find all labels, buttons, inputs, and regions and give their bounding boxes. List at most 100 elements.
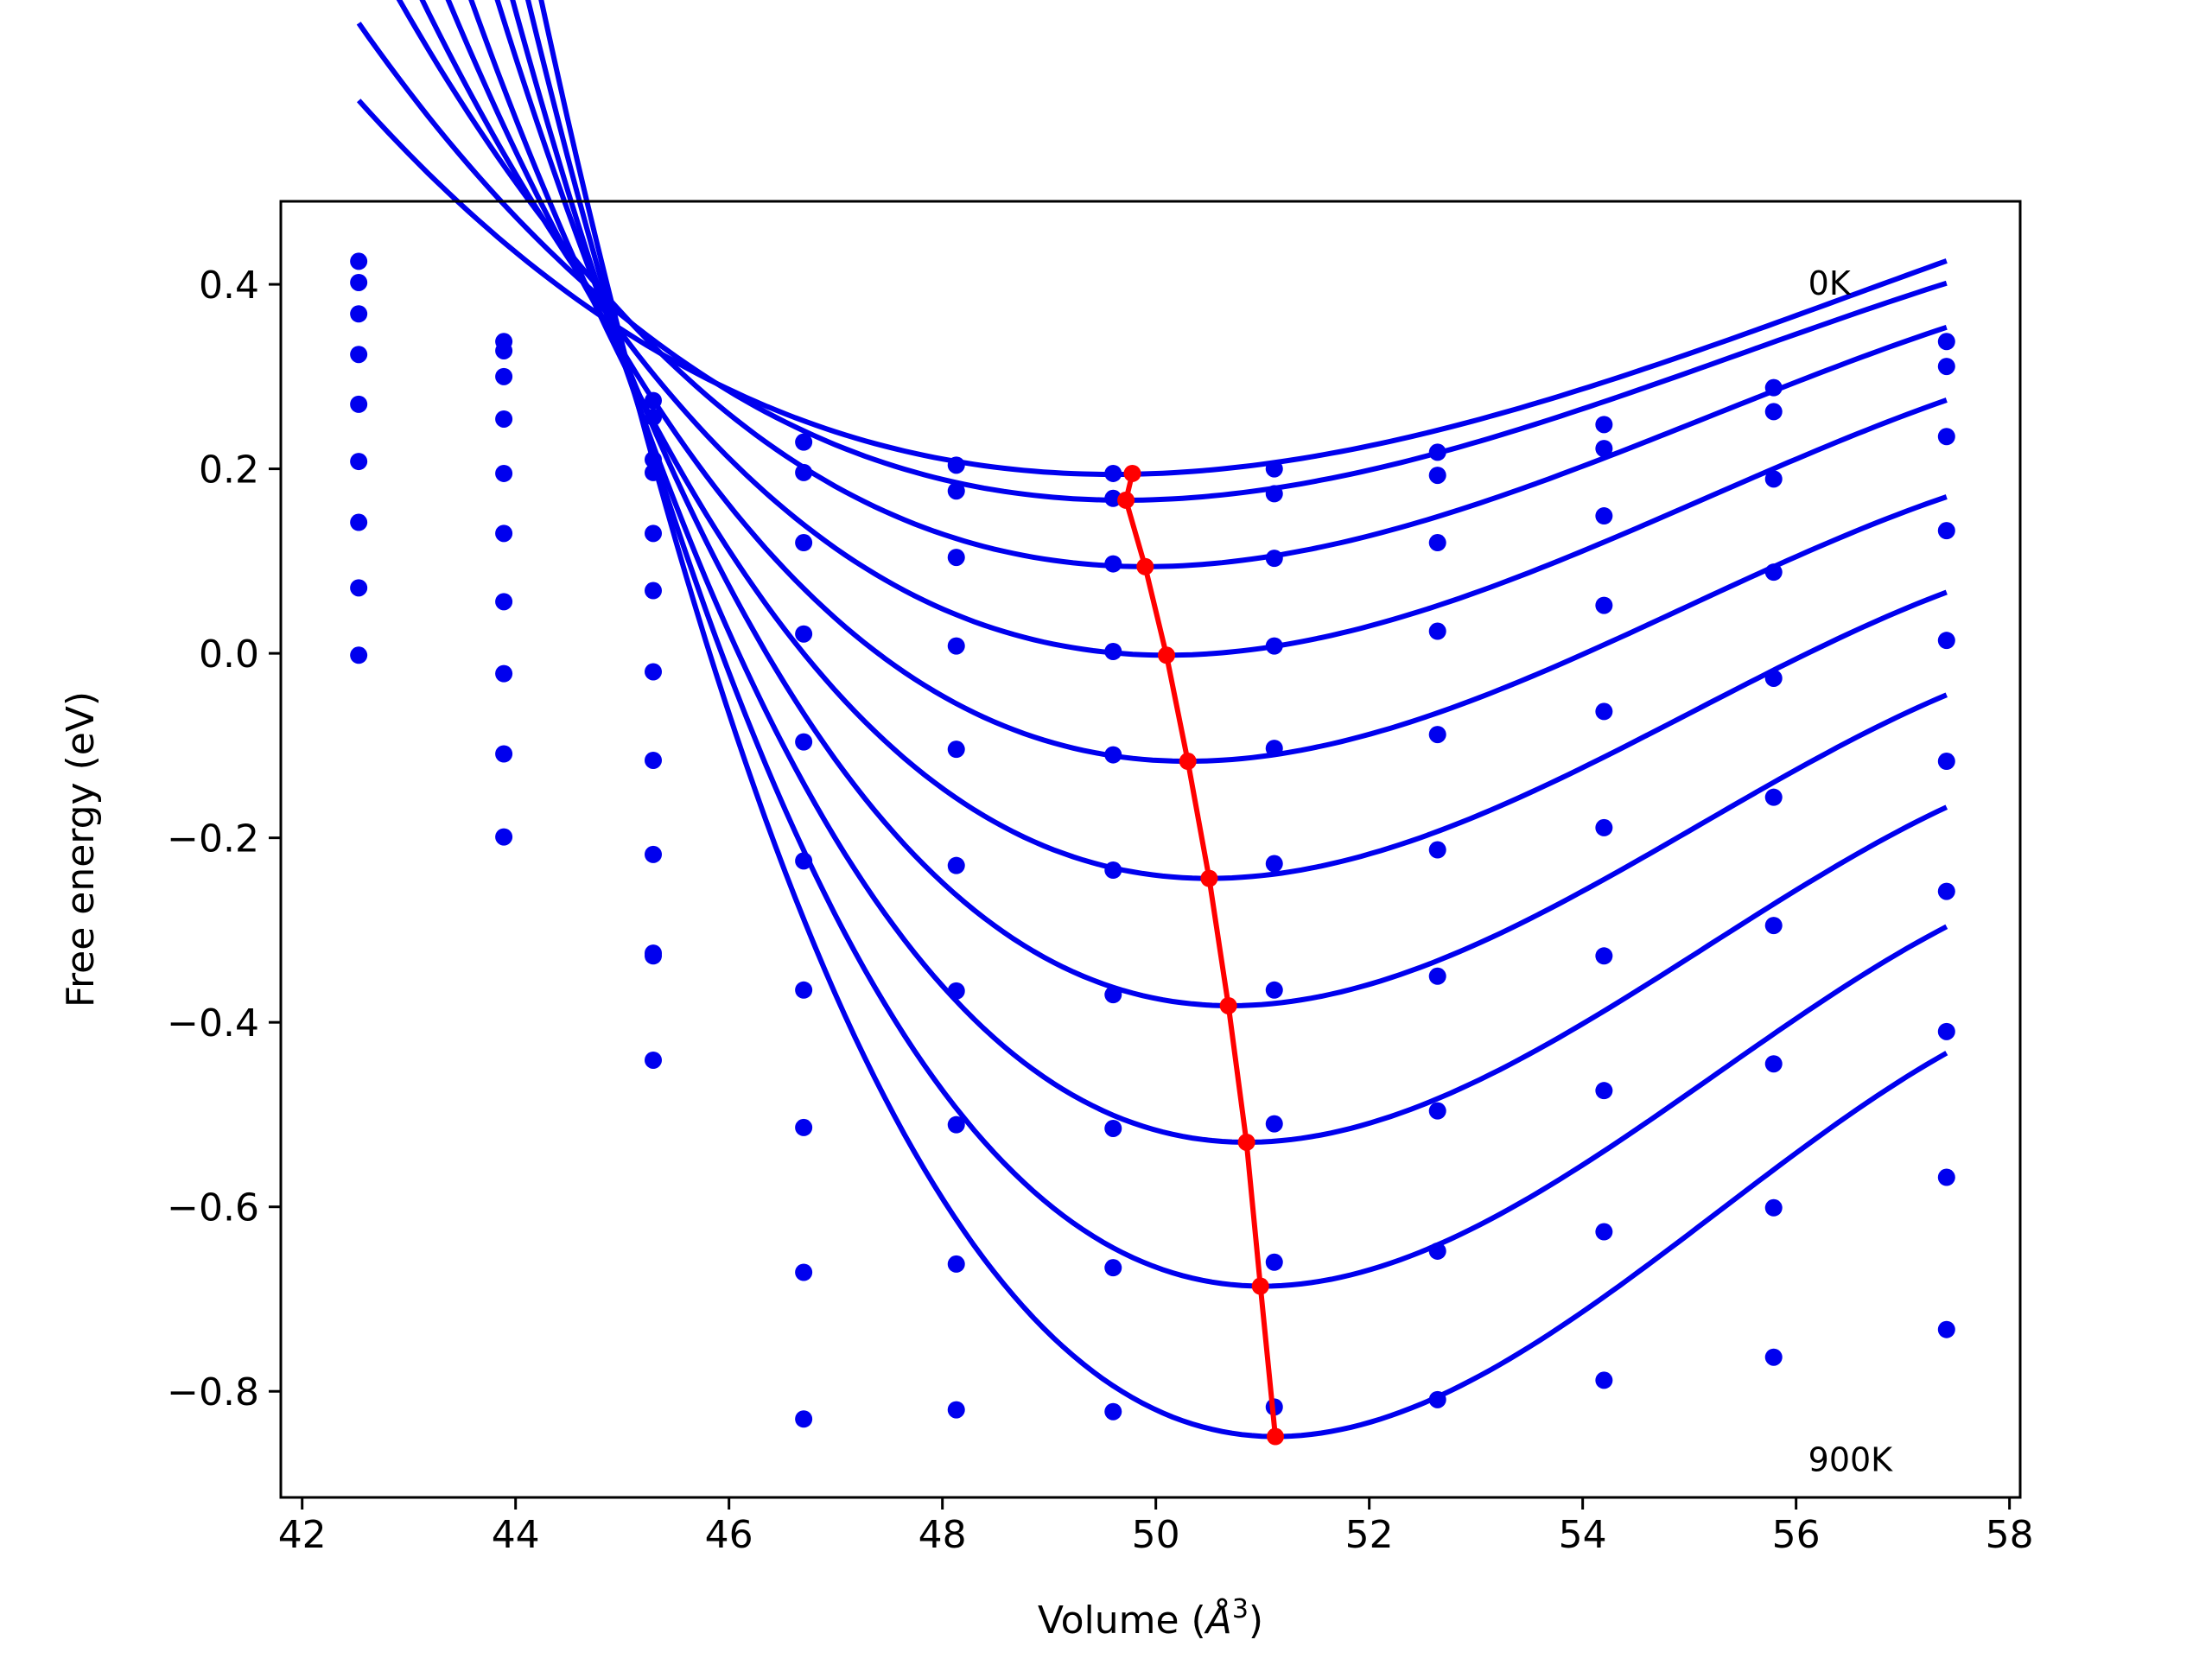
data-point-900K	[1595, 1371, 1613, 1389]
data-point-0K	[1764, 378, 1783, 397]
plot-content	[350, 0, 1955, 1446]
data-point-100K	[1428, 467, 1446, 485]
data-point-800K	[1937, 1168, 1955, 1186]
data-point-700K	[1265, 1115, 1283, 1133]
data-point-400K	[947, 741, 965, 759]
data-point-500K	[1428, 841, 1446, 859]
data-point-0K	[1265, 460, 1283, 478]
curve-annotation: 900K	[1808, 1440, 1894, 1478]
data-point-400K	[1595, 702, 1613, 721]
data-point-900K	[795, 1410, 813, 1428]
data-point-100K	[1595, 440, 1613, 458]
data-point-200K	[1265, 550, 1283, 568]
data-point-300K	[1937, 522, 1955, 540]
data-point-300K	[1104, 642, 1122, 660]
data-point-400K	[795, 733, 813, 751]
data-point-300K	[1428, 622, 1446, 640]
minimum-point-900K	[1266, 1427, 1284, 1446]
data-point-0K	[1428, 443, 1446, 461]
data-point-100K	[645, 408, 663, 426]
data-point-700K	[645, 751, 663, 769]
data-point-200K	[1764, 470, 1783, 488]
data-point-700K	[350, 579, 368, 597]
data-point-200K	[1428, 534, 1446, 552]
x-tick-label: 52	[1345, 1513, 1394, 1557]
fit-curve-900K	[538, 0, 1948, 1440]
data-point-800K	[350, 646, 368, 664]
data-point-400K	[1937, 632, 1955, 650]
data-point-300K	[1595, 596, 1613, 614]
data-point-600K	[1937, 882, 1955, 900]
data-point-700K	[1428, 1102, 1446, 1120]
data-point-300K	[495, 410, 513, 428]
axes-frame	[279, 200, 2022, 1499]
data-point-500K	[947, 856, 965, 874]
data-point-900K	[1764, 1348, 1783, 1366]
data-point-700K	[645, 1051, 663, 1069]
data-point-600K	[1428, 967, 1446, 985]
x-tick-label: 54	[1559, 1513, 1607, 1557]
data-point-400K	[645, 524, 663, 543]
data-point-800K	[1764, 1198, 1783, 1217]
data-point-0K	[1595, 416, 1613, 434]
x-tick-label: 56	[1772, 1513, 1821, 1557]
data-point-400K	[1764, 669, 1783, 687]
data-point-0K	[795, 433, 813, 451]
data-point-300K	[1265, 637, 1283, 655]
data-point-800K	[1104, 1259, 1122, 1277]
x-axis-label: Volume (Å3)	[1038, 1594, 1263, 1643]
data-point-100K	[947, 482, 965, 500]
data-point-600K	[1764, 917, 1783, 935]
y-tick-label: −0.6	[167, 1186, 259, 1230]
minimum-point-700K	[1237, 1133, 1255, 1151]
minimum-point-500K	[1200, 869, 1218, 887]
data-point-700K	[1595, 1082, 1613, 1100]
minimum-point-300K	[1158, 646, 1176, 664]
data-point-800K	[795, 1263, 813, 1281]
data-point-800K	[645, 845, 663, 863]
fit-curve-0K	[356, 99, 1948, 477]
data-point-200K	[350, 305, 368, 323]
minimum-point-600K	[1219, 996, 1237, 1014]
data-point-100K	[795, 463, 813, 481]
data-point-500K	[1104, 861, 1122, 880]
y-tick-label: −0.4	[167, 1001, 259, 1046]
data-point-500K	[795, 852, 813, 870]
data-point-0K	[350, 252, 368, 270]
data-point-300K	[645, 463, 663, 481]
curve-annotation: 0K	[1808, 264, 1852, 302]
data-point-500K	[1937, 753, 1955, 771]
data-point-900K	[1937, 1320, 1955, 1338]
x-tick-label: 46	[705, 1513, 753, 1557]
minimum-point-100K	[1117, 491, 1135, 509]
y-axis-ticks: 0.4 0.2 0.0 −0.2 −0.4 −0.6 −0.8	[167, 264, 281, 1414]
data-point-600K	[1265, 981, 1283, 999]
y-tick-label: 0.0	[199, 632, 259, 677]
data-point-100K	[350, 273, 368, 291]
data-point-200K	[495, 367, 513, 385]
data-point-0K	[947, 456, 965, 474]
data-point-100K	[1265, 485, 1283, 503]
minimum-point-0K	[1123, 464, 1141, 482]
data-point-300K	[350, 346, 368, 364]
x-tick-label: 50	[1132, 1513, 1180, 1557]
data-point-800K	[495, 745, 513, 763]
data-point-800K	[1595, 1223, 1613, 1241]
y-tick-label: 0.2	[199, 448, 259, 493]
data-point-800K	[1428, 1242, 1446, 1260]
data-point-200K	[795, 534, 813, 552]
data-point-0K	[1937, 333, 1955, 351]
data-point-200K	[1595, 507, 1613, 525]
y-tick-label: 0.4	[199, 264, 259, 308]
x-axis-ticks: 42 44 46 48 50 52 54 56 58	[278, 1497, 2034, 1557]
data-point-600K	[1595, 947, 1613, 965]
data-point-600K	[1104, 986, 1122, 1004]
data-point-500K	[645, 582, 663, 600]
data-point-800K	[645, 947, 663, 965]
x-tick-label: 48	[918, 1513, 967, 1557]
data-point-600K	[495, 593, 513, 611]
data-point-400K	[1104, 746, 1122, 764]
minimum-point-400K	[1179, 753, 1197, 771]
data-point-200K	[645, 450, 663, 468]
data-point-500K	[1595, 818, 1613, 836]
